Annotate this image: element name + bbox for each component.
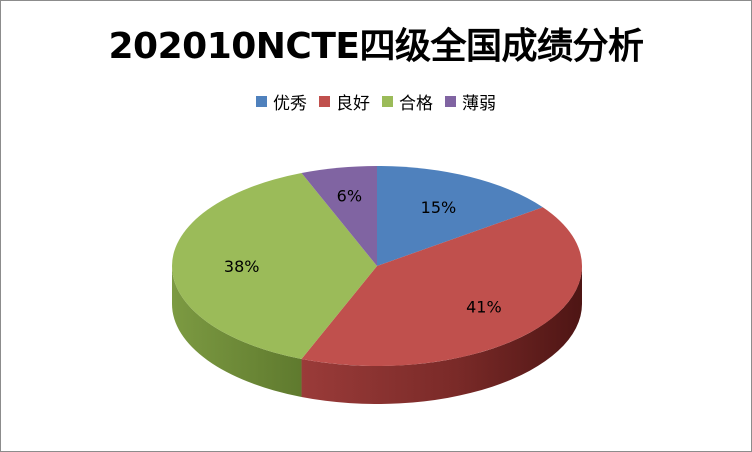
slice-pass-label: 38% [224, 257, 260, 276]
legend-label: 良好 [336, 94, 370, 114]
slice-excellent-label: 15% [421, 198, 457, 217]
legend: 优秀 良好 合格 薄弱 [1, 89, 751, 114]
slice-weak [301, 166, 377, 266]
legend-swatch [445, 96, 456, 107]
legend-label: 合格 [399, 94, 433, 114]
legend-item-weak: 薄弱 [445, 89, 496, 114]
legend-item-pass: 合格 [382, 89, 433, 114]
legend-item-excellent: 优秀 [256, 89, 307, 114]
legend-swatch [256, 96, 267, 107]
legend-label: 薄弱 [462, 94, 496, 114]
legend-item-good: 良好 [319, 89, 370, 114]
slice-good-side [301, 266, 582, 404]
legend-swatch [319, 96, 330, 107]
slice-pass [172, 173, 377, 359]
legend-swatch [382, 96, 393, 107]
legend-label: 优秀 [273, 94, 307, 114]
slice-good-label: 41% [466, 297, 502, 316]
pie-layer: 15% 41% 38% 6% [172, 166, 583, 404]
slice-good [301, 207, 583, 367]
slice-pass-side [172, 266, 302, 397]
chart-title: 202010NCTE四级全国成绩分析 [108, 26, 645, 67]
slice-weak-label: 6% [337, 186, 362, 205]
slice-excellent [377, 166, 543, 266]
